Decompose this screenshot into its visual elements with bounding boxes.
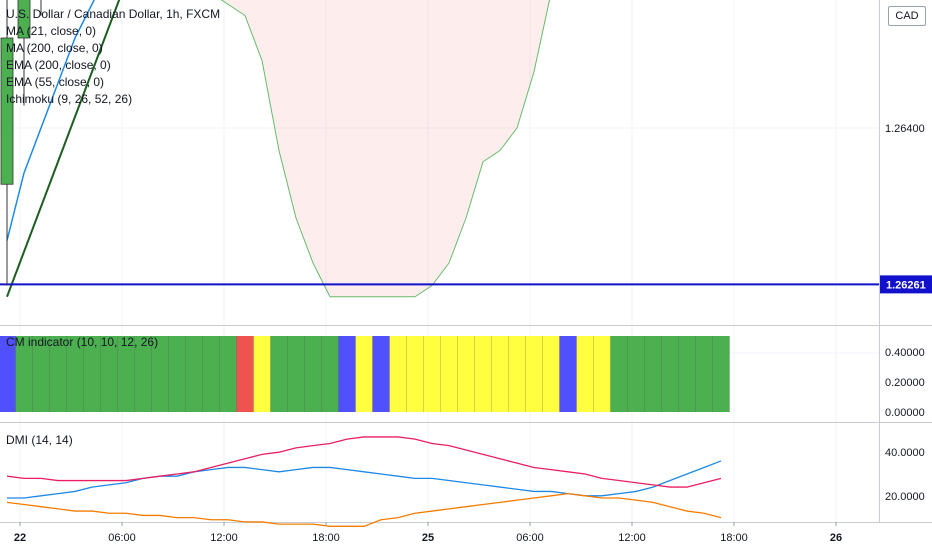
cm-bar bbox=[678, 336, 696, 412]
cm-bar bbox=[49, 336, 67, 412]
candle bbox=[0, 37, 14, 185]
cm-bar bbox=[321, 336, 339, 412]
time-tick-label: 12:00 bbox=[618, 532, 646, 544]
legend-ma21[interactable]: MA (21, close, 0) bbox=[6, 24, 97, 38]
cm-bar bbox=[100, 336, 118, 412]
time-tick-label: 22 bbox=[14, 532, 26, 544]
cloud-segment bbox=[347, 0, 364, 297]
cm-bar bbox=[525, 336, 543, 412]
cm-bar bbox=[508, 336, 526, 412]
cloud-segment bbox=[517, 0, 534, 128]
cloud-segment bbox=[466, 0, 483, 218]
chart-legend: U.S. Dollar / Canadian Dollar, 1h, FXCM … bbox=[6, 6, 220, 108]
cm-bar bbox=[627, 336, 645, 412]
price-tick-label: 1.26400 bbox=[885, 123, 925, 135]
time-tick-label: 18:00 bbox=[312, 532, 340, 544]
cm-bar bbox=[423, 336, 441, 412]
currency-button[interactable]: CAD bbox=[888, 6, 926, 26]
cloud-segment bbox=[279, 0, 296, 218]
cm-bar bbox=[236, 336, 254, 412]
cm-bar bbox=[32, 336, 50, 412]
hline-price-box bbox=[880, 275, 932, 294]
candles bbox=[0, 0, 42, 286]
cm-bar bbox=[389, 336, 407, 412]
dmi-adx-line bbox=[6, 492, 722, 527]
legend-ema55[interactable]: EMA (55, close, 0) bbox=[6, 75, 105, 89]
time-tick-label: 12:00 bbox=[210, 532, 238, 544]
cm-bar bbox=[542, 336, 560, 412]
cm-bar bbox=[253, 336, 271, 412]
cm-bar bbox=[151, 336, 169, 412]
cloud-segment bbox=[449, 0, 466, 263]
cloud-segment bbox=[313, 0, 330, 297]
cm-bar bbox=[661, 336, 679, 412]
dmi-axis-label: 40.0000 bbox=[885, 447, 925, 459]
chart-title: U.S. Dollar / Canadian Dollar, 1h, FXCM bbox=[6, 7, 221, 21]
cm-bar bbox=[134, 336, 152, 412]
cm-bar bbox=[338, 336, 356, 412]
cm-bar bbox=[712, 336, 730, 412]
cm-bar bbox=[15, 336, 33, 412]
candle bbox=[17, 0, 31, 39]
cm-bar bbox=[457, 336, 475, 412]
cm-bar bbox=[185, 336, 203, 412]
cloud-segment bbox=[296, 0, 313, 263]
cm-bar bbox=[83, 336, 101, 412]
cm-bar bbox=[219, 336, 237, 412]
cm-bar bbox=[695, 336, 713, 412]
cm-bar bbox=[440, 336, 458, 412]
cm-bar bbox=[372, 336, 390, 412]
cloud-segment bbox=[483, 0, 500, 162]
cloud-segment bbox=[364, 0, 381, 297]
cm-bar bbox=[270, 336, 288, 412]
cm-bar bbox=[117, 336, 135, 412]
dmi-minus-line bbox=[6, 436, 722, 488]
cloud-segment bbox=[381, 0, 398, 297]
dmi-axis-label: 20.0000 bbox=[885, 491, 925, 503]
cm-bar bbox=[491, 336, 509, 412]
cm-bar bbox=[474, 336, 492, 412]
time-tick-label: 25 bbox=[422, 532, 434, 544]
legend-ma200[interactable]: MA (200, close, 0) bbox=[6, 41, 103, 55]
cloud-segment bbox=[262, 0, 279, 151]
cm-axis-label: 0.40000 bbox=[885, 347, 925, 359]
cm-bar bbox=[593, 336, 611, 412]
cm-bar bbox=[559, 336, 577, 412]
cm-bar bbox=[644, 336, 662, 412]
time-tick-label: 06:00 bbox=[108, 532, 136, 544]
cm-axis-label: 0.00000 bbox=[885, 407, 925, 419]
cloud-segment bbox=[432, 0, 449, 286]
cloud-segment bbox=[245, 0, 262, 61]
hline-price-label: 1.26261 bbox=[886, 279, 926, 291]
cloud-segment bbox=[330, 0, 347, 297]
cm-bar bbox=[355, 336, 373, 412]
cm-bar bbox=[610, 336, 628, 412]
legend-ema200[interactable]: EMA (200, close, 0) bbox=[6, 58, 111, 72]
ichimoku-cloud bbox=[221, 0, 550, 297]
cm-bar bbox=[202, 336, 220, 412]
cloud-segment bbox=[500, 0, 517, 151]
legend-ichimoku[interactable]: Ichimoku (9, 26, 52, 26) bbox=[6, 92, 133, 106]
dmi-label[interactable]: DMI (14, 14) bbox=[6, 433, 73, 447]
time-tick-label: 18:00 bbox=[720, 532, 748, 544]
cm-bar bbox=[66, 336, 84, 412]
cloud-segment bbox=[228, 0, 245, 16]
cm-indicator-label[interactable]: CM indicator (10, 10, 12, 26) bbox=[6, 335, 159, 349]
cm-bar bbox=[304, 336, 322, 412]
cm-bar bbox=[576, 336, 594, 412]
time-tick-label: 26 bbox=[830, 532, 842, 544]
cm-indicator-bars bbox=[0, 336, 730, 412]
cm-bar bbox=[168, 336, 186, 412]
cm-bar bbox=[287, 336, 305, 412]
cloud-segment bbox=[398, 0, 415, 297]
time-tick-label: 06:00 bbox=[516, 532, 544, 544]
cm-bar bbox=[0, 336, 16, 412]
cm-bar bbox=[406, 336, 424, 412]
cloud-segment bbox=[415, 0, 432, 297]
cm-axis-label: 0.20000 bbox=[885, 377, 925, 389]
ichimoku-span-a bbox=[220, 0, 551, 298]
dmi-plus-line bbox=[7, 460, 722, 499]
